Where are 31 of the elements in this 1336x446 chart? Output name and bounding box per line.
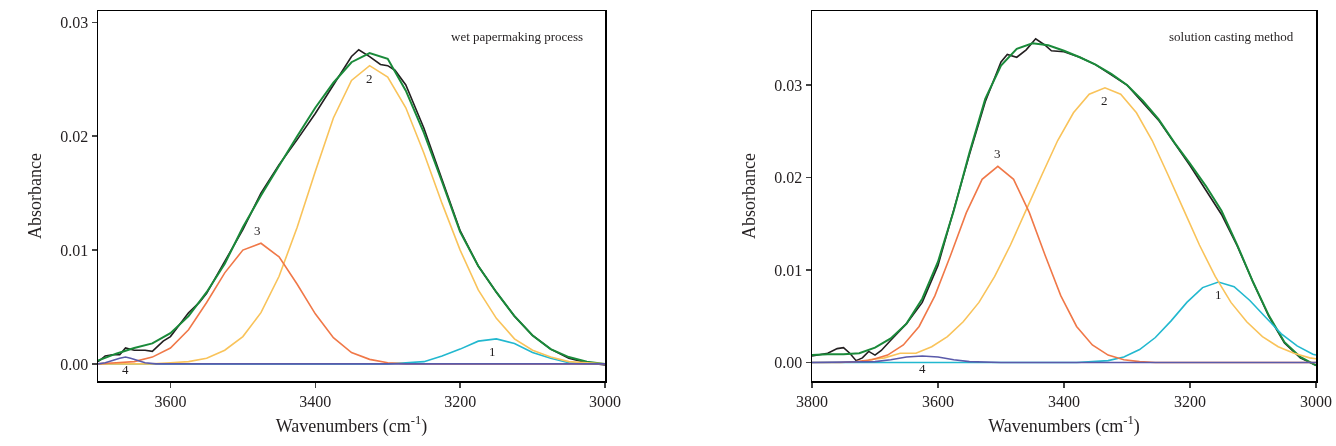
annotation: 3 xyxy=(254,223,261,238)
x-axis-title: Wavenumbers (cm$^{-1}$) xyxy=(275,412,428,437)
x-tick-label: 3400 xyxy=(1048,392,1080,410)
annotation: 1 xyxy=(489,344,496,359)
x-tick-label: 3000 xyxy=(589,392,621,410)
annotation: 3 xyxy=(994,146,1001,161)
annotation: wet papermaking process xyxy=(451,29,584,44)
y-tick-label: 0.03 xyxy=(60,13,89,31)
annotation: solution casting method xyxy=(1169,29,1294,44)
x-axis-title: Wavenumbers (cm$^{-1}$) xyxy=(988,412,1140,437)
annotation: 1 xyxy=(1215,287,1222,302)
annotation: 4 xyxy=(919,361,926,376)
y-axis-title: Absorbance xyxy=(738,153,759,239)
y-tick-label: 0.01 xyxy=(60,241,89,259)
y-tick-label: 0.00 xyxy=(774,354,803,372)
annotation: 4 xyxy=(122,362,129,377)
x-tick-label: 3200 xyxy=(444,392,477,410)
y-tick-label: 0.01 xyxy=(774,261,803,279)
x-tick-label: 3400 xyxy=(299,392,332,410)
annotation: 2 xyxy=(1101,93,1108,108)
x-tick-label: 3200 xyxy=(1174,392,1206,410)
y-tick-label: 0.02 xyxy=(774,169,803,187)
x-tick-label: 3000 xyxy=(1300,392,1332,410)
x-tick-label: 3800 xyxy=(796,392,828,410)
x-tick-label: 3600 xyxy=(922,392,954,410)
annotation: 2 xyxy=(366,71,373,86)
y-tick-label: 0.00 xyxy=(60,355,89,373)
y-tick-label: 0.03 xyxy=(774,76,803,94)
x-tick-label: 3600 xyxy=(154,392,187,410)
y-tick-label: 0.02 xyxy=(60,127,89,145)
y-axis-title: Absorbance xyxy=(24,153,45,239)
